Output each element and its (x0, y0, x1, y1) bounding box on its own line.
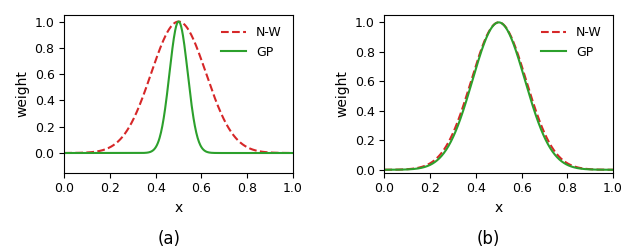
GP (184, 78, 192, 81)
GP (289, 152, 297, 154)
Line: N-W: N-W (64, 22, 293, 153)
GP (489, 24, 497, 27)
Text: (a): (a) (158, 230, 181, 248)
N-W (248, 148, 256, 151)
Line: GP: GP (385, 22, 613, 170)
Legend: N-W, GP: N-W, GP (536, 21, 607, 63)
GP (609, 168, 617, 171)
N-W (170, 22, 178, 25)
GP (170, 34, 178, 37)
N-W (604, 168, 612, 171)
N-W (289, 152, 297, 154)
N-W (184, 28, 192, 31)
Line: N-W: N-W (385, 22, 613, 170)
N-W (505, 30, 512, 33)
GP (169, 44, 177, 46)
N-W (169, 23, 177, 26)
Line: GP: GP (64, 22, 293, 153)
Y-axis label: weight: weight (335, 70, 349, 117)
GP (61, 152, 68, 154)
N-W (175, 20, 182, 23)
X-axis label: x: x (494, 201, 503, 215)
GP (491, 23, 498, 26)
N-W (568, 164, 576, 167)
GP (505, 31, 512, 34)
GP (381, 168, 389, 171)
GP (494, 21, 502, 24)
GP (239, 152, 247, 154)
N-W (61, 152, 68, 154)
Text: (b): (b) (477, 230, 500, 248)
GP (517, 65, 525, 68)
N-W (517, 62, 525, 65)
Legend: N-W, GP: N-W, GP (216, 21, 286, 63)
N-W (489, 24, 497, 27)
N-W (284, 152, 292, 154)
GP (175, 20, 182, 23)
N-W (197, 57, 205, 60)
N-W (494, 21, 502, 24)
N-W (609, 168, 617, 171)
X-axis label: x: x (174, 201, 182, 215)
N-W (491, 23, 498, 26)
N-W (381, 168, 389, 171)
GP (249, 152, 256, 154)
GP (568, 165, 576, 168)
Y-axis label: weight: weight (15, 70, 29, 117)
GP (604, 168, 612, 171)
GP (285, 152, 292, 154)
GP (197, 145, 205, 148)
